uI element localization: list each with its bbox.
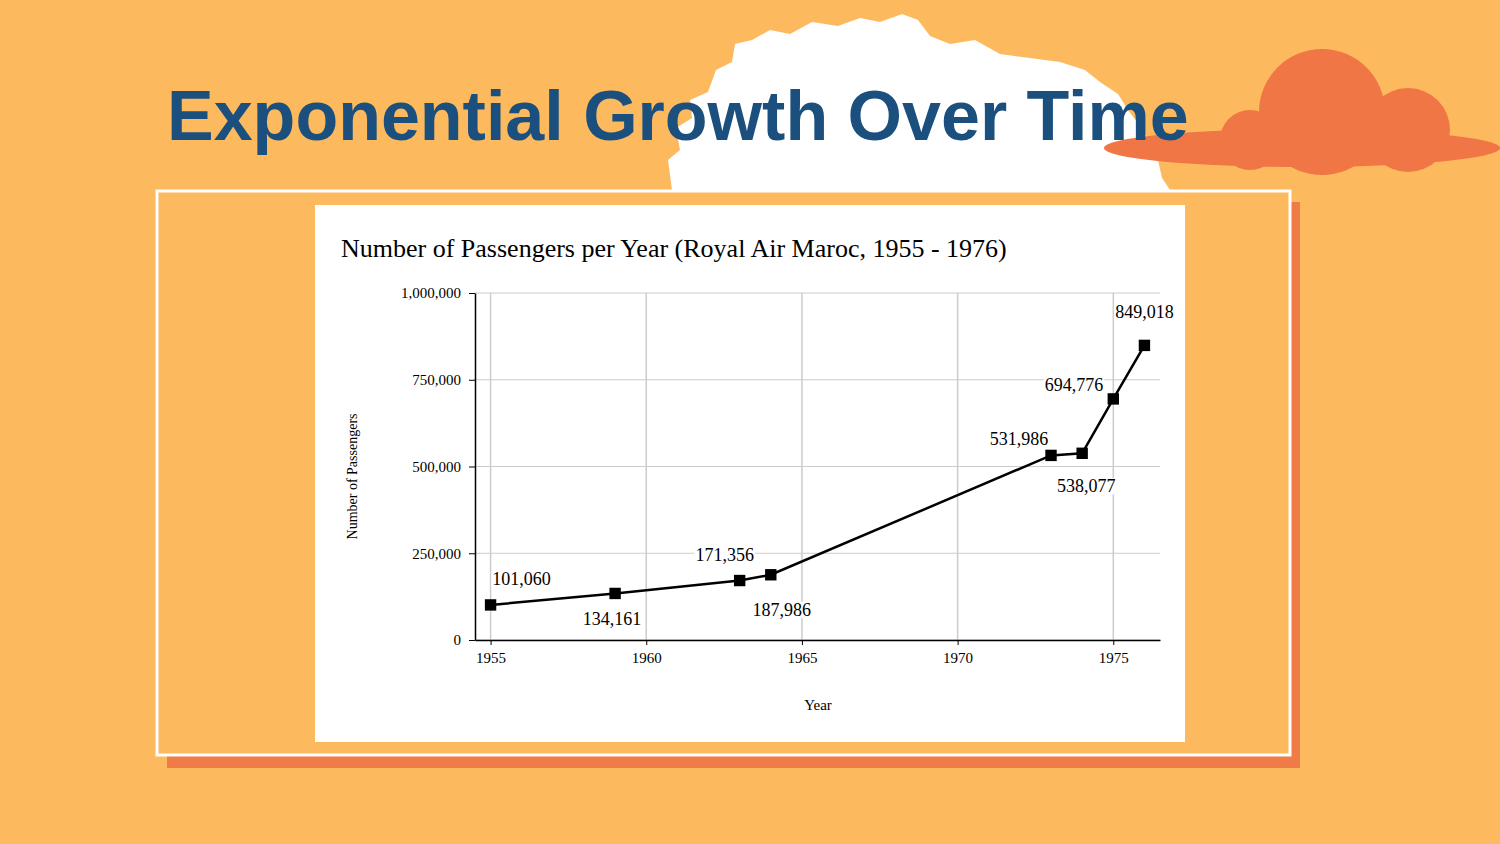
y-axis-title: Number of Passengers	[345, 414, 360, 540]
x-tick: 1975	[1099, 640, 1129, 666]
grid-line	[475, 466, 1160, 467]
plot-marks	[485, 340, 1150, 611]
y-tick: 750,000	[412, 372, 475, 388]
x-tick-mark	[646, 640, 647, 645]
data-point	[1076, 448, 1087, 459]
y-axis: 0 250,000 500,000 750,000 1,000,000	[401, 285, 476, 648]
y-tick-mark	[469, 380, 475, 381]
data-point	[609, 588, 620, 599]
data-point	[1045, 450, 1056, 461]
y-tick-mark	[469, 467, 475, 468]
x-tick-label: 1965	[787, 650, 817, 666]
background	[0, 0, 1500, 844]
data-label: 849,018	[1115, 302, 1174, 322]
x-tick: 1955	[476, 640, 506, 666]
grid	[475, 293, 1160, 640]
x-tick-mark	[958, 640, 959, 645]
y-tick-label: 0	[454, 632, 462, 648]
data-label: 694,776	[1045, 375, 1104, 395]
x-tick: 1965	[787, 640, 817, 666]
frame	[157, 191, 1290, 755]
data-label: 171,356	[695, 545, 754, 565]
x-tick-label: 1975	[1099, 650, 1129, 666]
data-point	[1108, 393, 1119, 404]
data-label-group: 171,356	[694, 545, 755, 565]
chart-panel	[315, 205, 1185, 742]
grid-line	[475, 640, 1160, 641]
data-label: 134,161	[583, 609, 642, 629]
y-tick-mark	[469, 553, 475, 554]
data-point	[765, 569, 776, 580]
data-label-group: 531,986	[989, 429, 1050, 449]
slide-title: Exponential Growth Over Time	[167, 77, 1189, 155]
y-tick-label: 500,000	[412, 459, 461, 475]
data-label-group: 187,986	[752, 600, 813, 620]
data-point	[485, 599, 496, 610]
x-tick-label: 1970	[943, 650, 973, 666]
x-tick: 1960	[632, 640, 662, 666]
slide: Exponential Growth Over Time Number of Pa…	[0, 0, 1500, 844]
frame-shadow	[167, 202, 1300, 768]
data-point	[734, 575, 745, 586]
x-tick-label: 1960	[632, 650, 662, 666]
x-tick-label: 1955	[476, 650, 506, 666]
y-tick: 500,000	[412, 459, 475, 475]
grid-line	[957, 293, 959, 640]
data-label-group: 538,077	[1056, 476, 1117, 496]
y-tick: 1,000,000	[401, 285, 475, 301]
x-axis-line	[476, 640, 1161, 642]
data-label: 531,986	[990, 429, 1049, 449]
y-tick-mark	[469, 293, 475, 294]
x-axis: 1955 1960 1965 1970 1975	[476, 640, 1161, 666]
x-tick-mark	[491, 640, 492, 645]
data-label: 538,077	[1057, 476, 1116, 496]
y-tick: 0	[454, 632, 476, 648]
x-tick: 1970	[943, 640, 973, 666]
data-label: 101,060	[492, 569, 551, 589]
grid-line	[801, 293, 803, 640]
data-label-group: 694,776	[1044, 375, 1105, 395]
x-axis-title: Year	[804, 697, 832, 713]
data-label-group: 849,018	[1114, 302, 1175, 322]
grid-line	[475, 293, 1160, 294]
data-label: 187,986	[753, 600, 812, 620]
grid-line	[1113, 293, 1115, 640]
y-tick-label: 250,000	[412, 546, 461, 562]
data-labels: 101,060 134,161 171,356 187,986 531,986 538,0…	[491, 302, 1174, 629]
y-tick-label: 1,000,000	[401, 285, 461, 301]
y-tick: 250,000	[412, 546, 475, 562]
y-tick-label: 750,000	[412, 372, 461, 388]
grid-line	[490, 293, 492, 640]
data-line	[491, 345, 1145, 605]
x-tick-mark	[1113, 640, 1114, 645]
y-tick-mark	[469, 640, 475, 641]
chart-title: Number of Passengers per Year (Royal Air…	[341, 234, 1007, 263]
grid-line	[646, 293, 648, 640]
data-label-group: 101,060	[491, 569, 552, 589]
data-label-group: 134,161	[582, 609, 643, 629]
data-point	[1139, 340, 1150, 351]
x-tick-mark	[802, 640, 803, 645]
